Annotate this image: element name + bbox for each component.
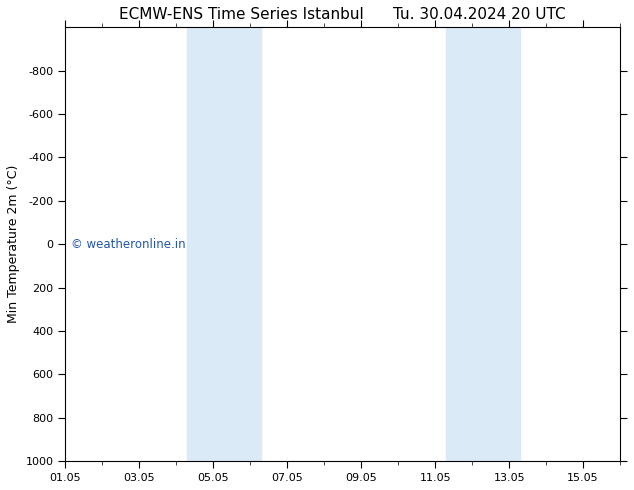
Y-axis label: Min Temperature 2m (°C): Min Temperature 2m (°C) xyxy=(7,165,20,323)
Text: © weatheronline.in: © weatheronline.in xyxy=(71,238,186,251)
Bar xyxy=(446,27,521,461)
Title: ECMW-ENS Time Series Istanbul      Tu. 30.04.2024 20 UTC: ECMW-ENS Time Series Istanbul Tu. 30.04.… xyxy=(119,7,566,22)
Bar xyxy=(188,27,261,461)
